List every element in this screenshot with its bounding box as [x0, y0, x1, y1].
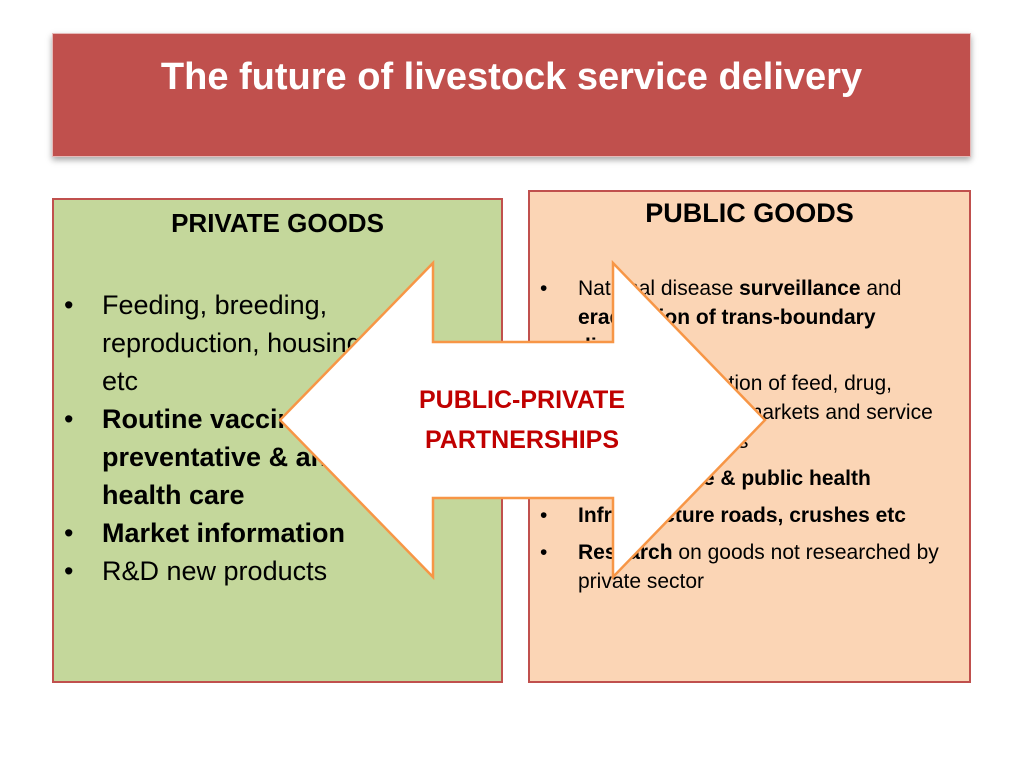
ppp-line-1: PUBLIC-PRIVATE — [418, 386, 626, 414]
list-item: • Feeding, breeding, reproduction, housin… — [64, 286, 392, 400]
private-goods-heading: PRIVATE GOODS — [171, 208, 384, 238]
title-banner: The future of livestock service delivery — [52, 33, 971, 157]
ppp-line-2: PARTNERSHIPS — [424, 426, 619, 454]
left-right-arrow — [278, 259, 767, 581]
bullet-icon: • — [540, 504, 548, 527]
list-item: •Research on goods not researched by pri… — [540, 538, 965, 596]
bullet-icon: • — [64, 518, 74, 548]
ppp-label: PUBLIC-PRIVATE PARTNERSHIPS — [337, 380, 707, 460]
text-run: and — [860, 277, 902, 300]
text-run: R&D new products — [102, 556, 328, 586]
text-run: on goods not researched by private secto… — [578, 541, 939, 593]
bullet-icon: • — [64, 290, 74, 320]
list-item: • Market information — [64, 514, 392, 552]
bullet-icon: • — [64, 556, 74, 586]
bullet-icon: • — [64, 404, 74, 434]
text-run: Market information — [102, 518, 346, 548]
bullet-icon: • — [540, 541, 548, 564]
text-run: surveillance — [739, 277, 861, 300]
slide-title: The future of livestock service delivery — [160, 56, 863, 98]
bullet-icon: • — [540, 277, 548, 300]
text-run: Feeding, breeding, reproduction, housing… — [102, 290, 362, 396]
list-item: • R&D new products — [64, 552, 392, 590]
public-goods-heading: PUBLIC GOODS — [645, 198, 854, 228]
